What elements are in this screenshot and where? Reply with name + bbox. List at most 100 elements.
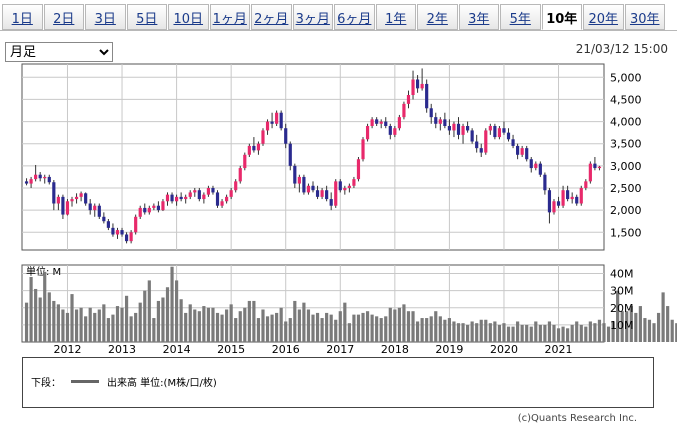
volume-bar [506,326,511,342]
tab-8[interactable]: 6ヶ月 [334,4,375,30]
volume-bar [525,324,529,342]
candle [475,134,479,153]
volume-bar [215,312,220,342]
candle-body [406,95,411,104]
candle-body [293,165,297,184]
tab-7[interactable]: 3ヶ月 [292,4,333,30]
candle [284,123,288,149]
volume-bar [638,306,642,342]
candle [234,179,238,193]
volume-bar [320,318,324,342]
candle-body [175,196,179,202]
tab-9[interactable]: 1年 [375,4,416,30]
candle [497,126,502,140]
candle-body [197,190,201,200]
candle [115,227,120,239]
tab-4[interactable]: 10日 [168,4,209,30]
volume-bar [629,306,633,342]
legend-box: 下段： 出来高 単位:(M株/口/枚) [22,357,654,408]
tab-10[interactable]: 2年 [417,4,458,30]
candle-body [370,119,374,126]
candle [415,75,420,93]
candle-body [165,194,170,202]
candle-body [220,201,224,206]
candle-body [156,205,160,211]
year-tick-label: 2019 [435,343,463,356]
volume-bar [265,316,270,342]
candle [506,128,511,142]
tab-14[interactable]: 20年 [583,4,624,30]
candle-body [356,159,361,180]
candle [188,190,192,200]
candle [106,219,110,231]
volume-tick-label: 40M [610,268,634,281]
candle-body [511,139,515,146]
tab-15[interactable]: 30年 [624,4,665,30]
tab-3[interactable]: 5日 [126,4,167,30]
candle-body [488,126,492,131]
volume-bar [179,299,183,342]
volume-bar [406,311,411,342]
candle [288,141,292,171]
volume-bar [284,321,288,342]
legend-prefix: 下段： [31,378,61,389]
tab-1[interactable]: 2日 [43,4,84,30]
tab-2[interactable]: 3日 [85,4,126,30]
candle [129,230,133,244]
candle [111,223,115,237]
candle-body [47,176,51,183]
volume-title: 単位: M [26,265,61,278]
volume-bar [97,309,101,342]
tab-13[interactable]: 10年 [541,4,582,30]
candle-body [202,194,206,200]
volume-bar [534,321,538,342]
volume-bar [329,314,333,342]
volume-bar [79,307,83,342]
candle-period-select[interactable]: 月足 [5,42,113,62]
candle [256,141,261,155]
volume-tick-label: 20M [610,302,634,315]
candle [315,185,320,200]
volume-bar [152,318,156,342]
candle-body [24,181,29,184]
volume-bar [343,302,347,342]
volume-bar [188,304,192,342]
candle [243,152,247,171]
tab-0[interactable]: 1日 [2,4,43,30]
volume-tick-label: 30M [610,285,634,298]
volume-bar [511,326,515,342]
volume-bar [425,318,429,342]
volume-bar [334,319,338,342]
volume-bar [270,314,274,342]
tab-11[interactable]: 3年 [458,4,499,30]
tab-6[interactable]: 2ヶ月 [251,4,292,30]
candle-body [284,128,288,144]
tab-5[interactable]: 1ヶ月 [209,4,250,30]
volume-bar [84,316,88,342]
candle-body [252,145,256,151]
candle-body [534,163,538,169]
volume-bar [315,312,320,342]
candle-body [438,119,442,124]
candle-body [179,196,183,200]
candle-body [393,128,397,135]
volume-bar [74,309,79,342]
volume-bar [497,324,502,342]
volume-axis: 10M 20M 30M 40M [610,268,634,332]
candle [502,121,506,135]
candle [120,227,124,237]
candle-body [102,216,106,222]
candle [529,157,533,173]
candle-body [56,196,60,204]
candle-body [302,176,306,193]
price-axis: 1,500 2,000 2,500 3,000 3,500 4,000 4,500 5,000 [610,71,642,239]
volume-bar [502,323,506,342]
candle-body [420,83,424,89]
tab-12[interactable]: 5年 [500,4,541,30]
candle [156,201,160,213]
candle [138,205,142,219]
candle-body [84,193,88,204]
legend-row: 下段： 出来高 単位:(M株/口/枚) [31,374,217,389]
candle-body [397,117,401,129]
volume-bar [516,321,520,342]
